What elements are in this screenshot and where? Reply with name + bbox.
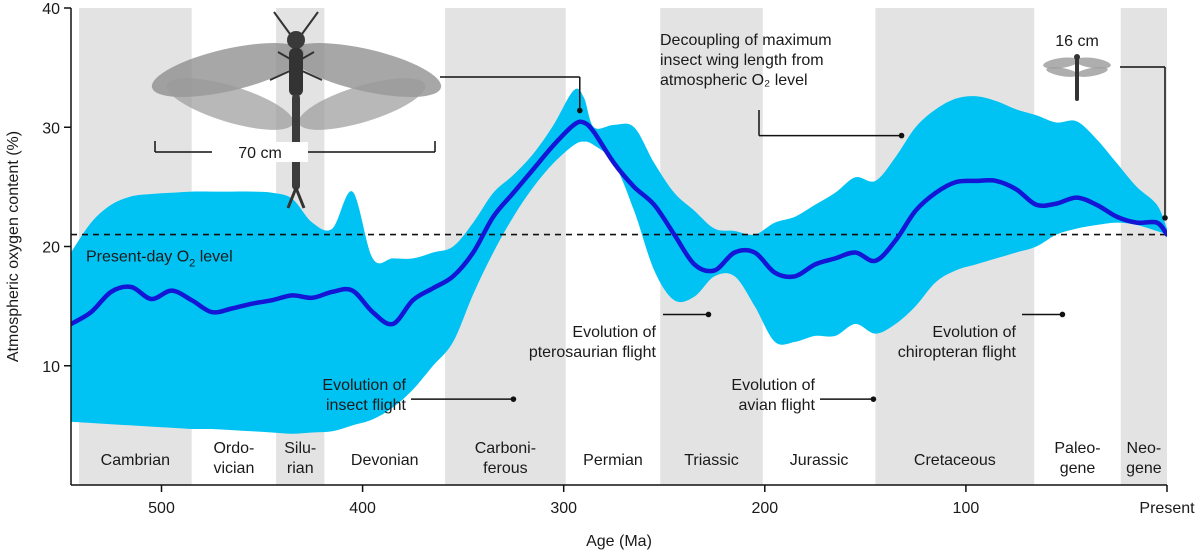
uncertainty-band-layer (71, 88, 1167, 434)
annot-insect-flight: Evolution of (322, 377, 406, 394)
period-label-neogene: Neo- (1127, 440, 1162, 457)
y-axis-label: Atmospheric oxygen content (%) (5, 131, 22, 362)
annot-decoupling-dot (898, 132, 905, 139)
x-axis-label: Age (Ma) (586, 533, 652, 550)
period-label-cambrian: Cambrian (101, 452, 170, 469)
y-tick-label-10: 10 (42, 359, 60, 376)
axes-layer: 10 20 30 40 500 400 300 200 100 Present Age (Ma) At… (5, 1, 1195, 550)
period-labels-layer: Cambrian Ordo-vician Silu-rian Devonian Carb… (101, 440, 1162, 477)
mean-oxygen-line (71, 119, 1167, 327)
y-tick-label-40: 40 (42, 1, 60, 18)
annot-decoupling: Decoupling of maximum (660, 32, 832, 49)
annot-chiropteran-flight: Evolution of (932, 324, 1016, 341)
annot-chiropteran-flight: chiropteran flight (898, 344, 1017, 361)
annot-avian-flight: avian flight (739, 397, 816, 414)
annot-pterosaurian-flight: pterosaurian flight (529, 344, 657, 361)
wing-callout-70-dot (576, 107, 583, 114)
period-label-devonian: Devonian (351, 452, 419, 469)
wing-size-label-16: 16 cm (1055, 33, 1099, 50)
period-label-carboniferous: ferous (483, 460, 527, 477)
x-tick-label-300: 300 (550, 500, 577, 517)
x-tick-label-0: Present (1139, 500, 1195, 517)
period-label-ordovician: vician (213, 460, 254, 477)
annotations-layer: Evolution of insect flight Evolution of pte… (154, 32, 1168, 414)
wing-scale-label-bg (212, 142, 308, 162)
x-tick-label-100: 100 (953, 500, 980, 517)
period-shade-neogene (1120, 8, 1167, 485)
wing-callout-16-dot (1162, 215, 1168, 221)
annot-decoupling: atmospheric O₂ level (660, 72, 808, 89)
period-label-triassic: Triassic (684, 452, 739, 469)
annot-insect-flight: insect flight (326, 397, 407, 414)
annot-decoupling: insect wing length from (660, 52, 824, 69)
modern-dragonfly-icon (1043, 54, 1111, 101)
period-label-paleogene: gene (1060, 460, 1096, 477)
period-label-neogene: gene (1126, 460, 1162, 477)
annot-avian-dot (870, 396, 877, 402)
annot-pterosaurian-dot (705, 311, 712, 318)
period-label-jurassic: Jurassic (790, 452, 849, 469)
annot-pterosaurian-flight: Evolution of (572, 324, 656, 341)
period-label-carboniferous: Carboni- (475, 440, 536, 457)
x-tick-label-200: 200 (751, 500, 778, 517)
y-tick-label-20: 20 (42, 240, 60, 257)
annot-insect-flight-dot (510, 396, 517, 402)
period-label-cretaceous: Cretaceous (914, 452, 996, 469)
giant-dragonfly-icon (151, 11, 442, 209)
uncertainty-band (71, 88, 1167, 434)
annot-avian-flight: Evolution of (731, 377, 815, 394)
wing-size-label-70: 70 cm (238, 145, 282, 162)
period-label-silurian: rian (287, 460, 314, 477)
annot-chiropteran-dot (1059, 311, 1066, 318)
mean-line-layer (71, 119, 1167, 327)
x-tick-label-400: 400 (349, 500, 376, 517)
period-label-paleogene: Paleo- (1054, 440, 1100, 457)
period-label-ordovician: Ordo- (213, 440, 254, 457)
period-label-permian: Permian (583, 452, 643, 469)
present-day-o2-label: Present-day O2 level (86, 249, 233, 270)
y-tick-label-30: 30 (42, 120, 60, 137)
x-tick-label-500: 500 (148, 500, 175, 517)
period-label-silurian: Silu- (284, 440, 316, 457)
reference-line-layer: Present-day O2 level (71, 233, 1167, 270)
